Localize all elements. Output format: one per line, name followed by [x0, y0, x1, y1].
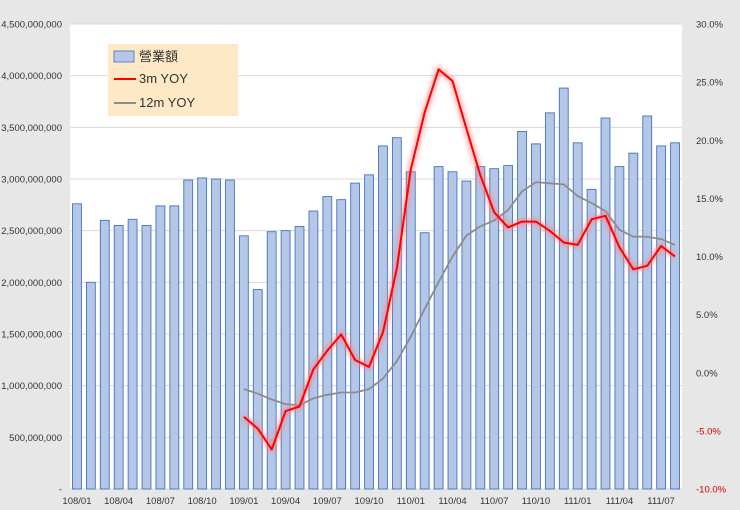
right-tick-label: 15.0% [696, 194, 723, 205]
bar [155, 205, 166, 490]
legend-label-revenue: 營業額 [139, 49, 178, 64]
bar [72, 203, 82, 490]
bar [197, 177, 208, 490]
bar [503, 165, 514, 490]
bar [252, 289, 263, 490]
left-tick-label: 3,000,000,000 [1, 175, 62, 186]
right-tick-label: 30.0% [696, 20, 723, 31]
bar [656, 145, 667, 490]
left-tick-label: 2,000,000,000 [1, 278, 62, 289]
bar [614, 166, 625, 490]
x-tick-label: 111/04 [606, 496, 634, 507]
bar [99, 219, 110, 490]
bar [419, 232, 430, 490]
right-tick-label: 20.0% [696, 136, 723, 147]
bar-series [72, 87, 680, 490]
bar [391, 137, 402, 490]
x-tick-label: 110/07 [480, 496, 508, 507]
bar [266, 231, 277, 490]
bar [489, 168, 500, 490]
bar [572, 142, 583, 490]
bar [517, 131, 527, 490]
bar [141, 225, 152, 490]
legend: 營業額 3m YOY 12m YOY [108, 44, 238, 116]
bar [225, 179, 235, 490]
bar [642, 115, 653, 490]
right-tick-label: 25.0% [696, 78, 723, 89]
bar [308, 210, 319, 490]
x-tick-label: 111/01 [564, 496, 592, 507]
bar [183, 179, 194, 490]
legend-label-12m-yoy: 12m YOY [139, 95, 195, 110]
legend-label-3m-yoy: 3m YOY [139, 71, 188, 86]
bar [600, 117, 611, 490]
bar [628, 152, 639, 490]
x-axis: 108/01 108/04 108/07 108/10 109/01 109/04 109/… [62, 496, 675, 507]
bar [447, 171, 458, 490]
left-axis: - 500,000,000 1,000,000,000 1,500,000,000 2,… [1, 20, 62, 496]
left-tick-label: - [59, 485, 62, 496]
bar [169, 205, 180, 490]
bar [475, 166, 486, 490]
bar [294, 226, 305, 490]
bar [544, 112, 555, 490]
bar [113, 225, 124, 490]
bar [461, 180, 472, 490]
x-tick-label: 108/01 [62, 496, 91, 507]
bar [280, 230, 291, 490]
left-tick-label: 4,500,000,000 [1, 20, 62, 31]
x-tick-label: 109/10 [355, 496, 384, 507]
left-tick-label: 4,000,000,000 [1, 71, 62, 82]
x-tick-label: 108/07 [146, 496, 175, 507]
right-tick-label: 5.0% [696, 310, 718, 321]
bar [127, 218, 138, 490]
line-series [241, 66, 677, 453]
left-tick-label: 3,500,000,000 [1, 123, 62, 134]
line-3m-yoy [243, 68, 676, 451]
right-axis: -10.0% -5.0% 0.0% 5.0% 10.0% 15.0% 20.0% 25.0% 3… [696, 20, 727, 496]
bar [586, 188, 597, 490]
right-tick-label: -10.0% [696, 485, 727, 496]
x-tick-label: 109/01 [229, 496, 258, 507]
left-tick-label: 500,000,000 [9, 433, 62, 444]
bar [85, 281, 96, 490]
left-tick-label: 1,500,000,000 [1, 330, 62, 341]
left-tick-label: 1,000,000,000 [1, 381, 62, 392]
bar [211, 178, 221, 490]
right-tick-label: -5.0% [696, 426, 721, 437]
left-tick-label: 2,500,000,000 [1, 226, 62, 237]
bar [238, 235, 249, 490]
right-tick-label: 10.0% [696, 252, 723, 263]
x-tick-label: 108/04 [104, 496, 133, 507]
line-12m-yoy [243, 181, 676, 407]
right-tick-label: 0.0% [696, 368, 718, 379]
bar [433, 166, 444, 490]
x-tick-label: 109/04 [271, 496, 300, 507]
bar [670, 142, 680, 490]
x-tick-label: 109/07 [313, 496, 342, 507]
bar [531, 143, 541, 490]
bar [350, 182, 361, 490]
bar [364, 174, 374, 490]
x-tick-label: 110/10 [522, 496, 550, 507]
x-tick-label: 110/04 [438, 496, 466, 507]
bar [558, 87, 569, 490]
x-tick-label: 111/07 [647, 496, 675, 507]
x-tick-label: 108/10 [188, 496, 217, 507]
x-tick-label: 110/01 [397, 496, 425, 507]
legend-swatch-bar [113, 50, 135, 63]
